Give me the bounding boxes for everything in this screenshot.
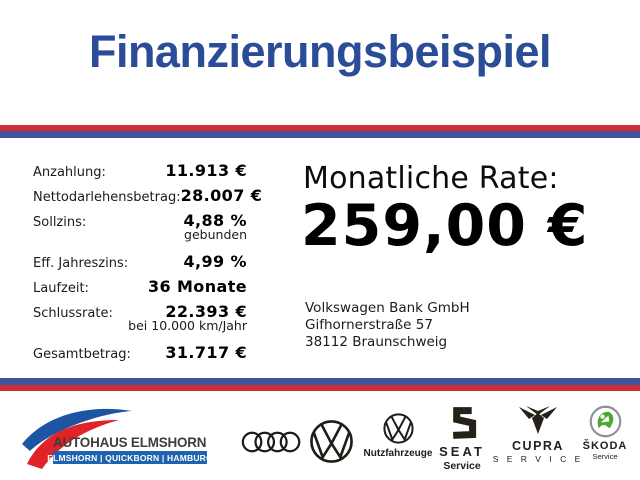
finance-label: Anzahlung:	[33, 165, 106, 180]
bottom-stripe-red	[0, 385, 640, 391]
seat-label: SEAT	[439, 444, 485, 459]
audi-rings-icon	[241, 431, 301, 453]
top-stripe-red	[0, 125, 640, 131]
finance-value: 28.007 €	[180, 186, 263, 205]
seat-logo: SEAT Service	[430, 404, 494, 472]
monthly-rate-value: 259,00 €	[301, 193, 589, 259]
vw-emblem-icon	[310, 420, 353, 463]
skoda-logo: ŠKODA Service	[576, 405, 634, 461]
vw-nutzfahrzeuge-label: Nutzfahrzeuge	[363, 448, 433, 459]
dealer-locations: ELMSHORN | QUICKBORN | HAMBURG	[47, 452, 213, 463]
finance-row: Nettodarlehensbetrag: 28.007 €	[33, 186, 262, 205]
finance-row: Sollzins: 4,88 %	[33, 211, 247, 230]
page-title: Finanzierungsbeispiel	[88, 26, 552, 77]
top-stripe-blue	[0, 131, 640, 138]
finance-subnote: gebunden	[184, 227, 247, 242]
bank-name: Volkswagen Bank GmbH	[305, 300, 470, 316]
finance-value: 11.913 €	[165, 161, 247, 180]
skoda-label: ŠKODA	[582, 440, 628, 452]
finance-value: 4,88 %	[183, 211, 247, 230]
bank-street: Gifhornerstraße 57	[305, 317, 433, 333]
cupra-logo: CUPRA S E R V I C E	[493, 406, 580, 464]
finance-subnote: bei 10.000 km/Jahr	[128, 318, 247, 333]
seat-service-label: Service	[443, 460, 481, 472]
finance-row: Anzahlung: 11.913 €	[33, 161, 247, 180]
finance-label: Gesamtbetrag:	[33, 347, 131, 362]
vw-logo	[308, 418, 355, 465]
bank-address: Volkswagen Bank GmbH Gifhornerstraße 57 …	[305, 300, 470, 351]
finance-value: 31.717 €	[165, 343, 247, 362]
dealer-locations-bar: ELMSHORN | QUICKBORN | HAMBURG	[47, 451, 213, 464]
finance-value: 4,99 %	[183, 252, 247, 271]
finance-row: Gesamtbetrag: 31.717 €	[33, 343, 247, 362]
finance-value: 36 Monate	[147, 277, 247, 296]
finance-label: Laufzeit:	[33, 281, 89, 296]
bank-city: 38112 Braunschweig	[305, 334, 448, 350]
finance-table: Anzahlung: 11.913 € Nettodarlehensbetrag…	[33, 161, 262, 368]
bottom-stripe-blue	[0, 378, 640, 385]
monthly-rate-label: Monatliche Rate:	[303, 161, 559, 196]
finance-value: 22.393 €	[165, 302, 247, 321]
vw-nutzfahrzeuge-logo: Nutzfahrzeuge	[363, 412, 433, 459]
cupra-service-label: S E R V I C E	[492, 454, 584, 464]
cupra-label: CUPRA	[512, 439, 564, 453]
top-stripe	[0, 125, 640, 138]
cupra-emblem-icon	[519, 406, 557, 434]
finance-label: Eff. Jahreszins:	[33, 256, 129, 271]
finance-row: Laufzeit: 36 Monate	[33, 277, 247, 296]
skoda-service-label: Service	[592, 452, 618, 461]
finance-label: Nettodarlehensbetrag:	[33, 190, 181, 205]
dealer-name: AUTOHAUS ELMSHORN	[53, 434, 207, 450]
finance-label: Schlussrate:	[33, 306, 113, 321]
vw-nutzfahrzeuge-emblem-icon	[382, 413, 414, 444]
finance-row: Eff. Jahreszins: 4,99 %	[33, 252, 247, 271]
finance-label: Sollzins:	[33, 215, 87, 230]
skoda-emblem-icon	[589, 405, 621, 438]
bottom-stripe	[0, 378, 640, 391]
finance-row: Schlussrate: 22.393 €	[33, 302, 247, 321]
audi-logo	[241, 430, 301, 454]
dealer-logo: AUTOHAUS ELMSHORN ELMSHORN | QUICKBORN |…	[18, 398, 214, 470]
dealer-swoosh-icon	[22, 408, 132, 469]
seat-s-icon	[453, 407, 477, 439]
